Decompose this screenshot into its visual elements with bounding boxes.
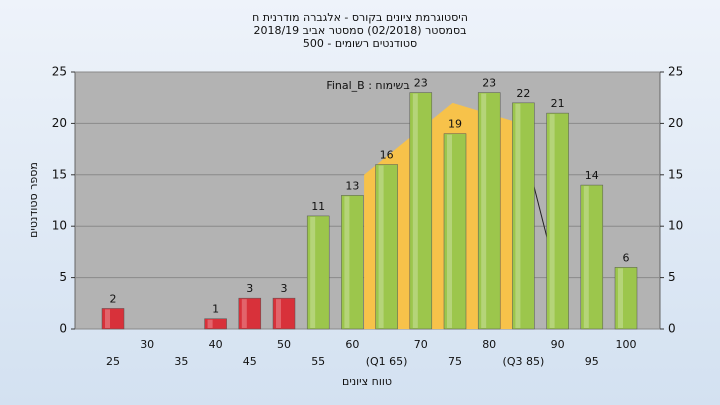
bar <box>306 215 330 330</box>
x-tick-label: 80 <box>482 338 496 351</box>
y2-tick-label: 25 <box>668 65 683 79</box>
y-tick-label: 20 <box>52 116 67 130</box>
y-tick-label: 5 <box>59 270 67 284</box>
x-tick-label: 100 <box>616 338 637 351</box>
bar-highlight <box>412 93 418 328</box>
y2-tick-label: 20 <box>668 116 683 130</box>
bar-highlight <box>549 114 555 329</box>
value-label: 11 <box>311 200 325 213</box>
value-label: 14 <box>585 169 599 182</box>
bar-highlight <box>378 165 384 328</box>
value-label: 19 <box>448 118 462 131</box>
bar <box>341 195 364 330</box>
y-tick-label: 15 <box>52 167 67 181</box>
x-tick-label: 40 <box>209 338 223 351</box>
bar <box>477 92 501 330</box>
bar <box>409 92 433 330</box>
value-label: 13 <box>345 179 359 192</box>
value-label: 6 <box>623 251 630 264</box>
bar-highlight <box>207 319 213 328</box>
bar <box>580 184 604 330</box>
value-label: 1 <box>212 303 219 316</box>
bar <box>614 267 638 330</box>
bar-highlight <box>481 93 487 328</box>
chart-subtitle: סטודנטים רשומים - 500 <box>303 37 417 50</box>
x-tick-label: 25 <box>106 355 120 368</box>
bar <box>101 308 125 330</box>
x-tick-label: (Q3 85) <box>503 355 545 368</box>
x-tick-label: 75 <box>448 355 462 368</box>
annotation: בשימוח : Final_B <box>326 79 409 92</box>
x-tick-label: 70 <box>414 338 428 351</box>
x-tick-label: 60 <box>345 338 359 351</box>
x-tick-label: 90 <box>551 338 565 351</box>
y2-tick-label: 0 <box>668 322 676 336</box>
value-label: 22 <box>516 87 530 100</box>
bar-highlight <box>583 186 589 328</box>
chart-subtitle: בסמסטר (02/2018) סמסטר אביב 2018/19 <box>253 24 466 37</box>
x-tick-label: 30 <box>140 338 154 351</box>
value-label: 21 <box>551 97 565 110</box>
y-tick-label: 25 <box>52 65 67 79</box>
value-label: 2 <box>110 292 117 305</box>
bar <box>272 297 296 330</box>
y2-tick-label: 5 <box>668 270 676 284</box>
bar <box>546 112 569 330</box>
x-tick-label: 45 <box>243 355 257 368</box>
bar-highlight <box>515 103 521 328</box>
y-tick-label: 0 <box>59 322 67 336</box>
bar-highlight <box>310 216 316 328</box>
x-tick-label: 50 <box>277 338 291 351</box>
value-label: 3 <box>281 282 288 295</box>
x-axis-label: טווח ציונים <box>342 375 392 388</box>
y-axis-label: מספר סטודנטים <box>27 162 40 238</box>
bar <box>443 133 467 330</box>
y2-tick-label: 15 <box>668 167 683 181</box>
value-label: 23 <box>414 77 428 90</box>
y-tick-label: 10 <box>52 219 67 233</box>
value-label: 23 <box>482 77 496 90</box>
chart-title: היסטוגרמת ציונים בקורס - אלגברה מודרנית … <box>252 11 468 24</box>
bar <box>512 102 535 330</box>
bar <box>238 297 262 330</box>
y2-tick-label: 10 <box>668 219 683 233</box>
value-label: 16 <box>380 149 394 162</box>
x-tick-label: 55 <box>311 355 325 368</box>
value-label: 3 <box>246 282 253 295</box>
bar <box>375 164 398 330</box>
bar <box>204 318 227 330</box>
x-tick-label: 95 <box>585 355 599 368</box>
x-tick-label: 35 <box>174 355 188 368</box>
bar-highlight <box>105 309 110 328</box>
x-tick-label: (Q1 65) <box>366 355 408 368</box>
bar-highlight <box>618 268 623 328</box>
bar-highlight <box>276 299 281 328</box>
bar-highlight <box>241 299 247 328</box>
bar-highlight <box>344 196 350 328</box>
bar-highlight <box>447 134 452 328</box>
